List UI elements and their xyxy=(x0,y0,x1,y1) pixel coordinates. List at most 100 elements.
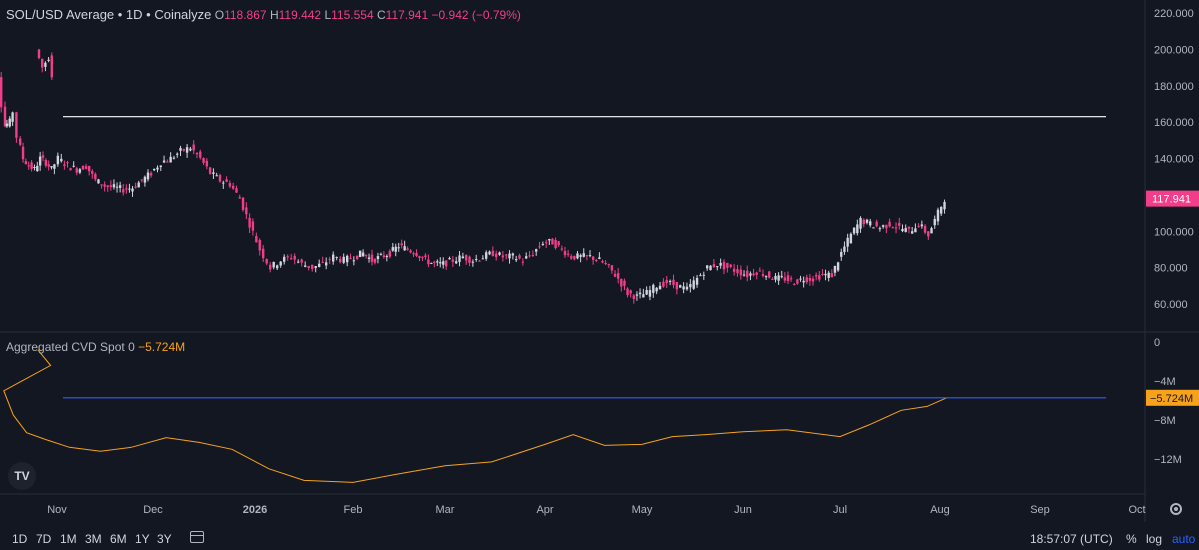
candle xyxy=(774,275,777,280)
candle xyxy=(286,256,289,258)
cvd-tick-label: −4M xyxy=(1154,376,1176,388)
candle xyxy=(789,278,793,280)
candle xyxy=(182,149,186,151)
auto-toggle[interactable]: auto xyxy=(1172,532,1196,546)
candle xyxy=(635,294,639,296)
candle xyxy=(153,168,156,171)
candle xyxy=(824,273,827,276)
candle xyxy=(185,147,189,153)
gear-icon[interactable] xyxy=(1170,503,1182,515)
low-value: 115.554 xyxy=(331,8,374,22)
candle xyxy=(601,260,604,263)
timeframe-3m[interactable]: 3M xyxy=(85,532,102,546)
candle xyxy=(518,255,521,259)
candle xyxy=(548,239,551,241)
candle xyxy=(755,272,758,275)
log-toggle[interactable]: log xyxy=(1146,532,1163,546)
candle xyxy=(836,262,840,271)
candle xyxy=(212,172,215,174)
candle xyxy=(623,280,626,286)
candle xyxy=(488,251,491,255)
candle xyxy=(56,155,60,165)
candle xyxy=(84,166,88,169)
price-tick-label: 60.000 xyxy=(1154,299,1188,311)
time-axis[interactable]: Nov Dec 2026 Feb Mar Apr May Jun Jul Aug Sep Oct xyxy=(47,504,1145,516)
candle xyxy=(137,182,140,188)
candle xyxy=(430,262,433,264)
time-tick-label: Nov xyxy=(47,504,67,516)
price-pane[interactable] xyxy=(0,48,1106,304)
candle xyxy=(591,256,595,260)
candle xyxy=(228,183,232,187)
candle xyxy=(370,254,374,262)
candle xyxy=(739,269,743,276)
candle xyxy=(566,253,570,255)
candle xyxy=(112,184,116,188)
candle xyxy=(545,242,548,244)
candle xyxy=(695,277,699,285)
candle xyxy=(943,201,946,210)
candle xyxy=(50,166,53,168)
candle xyxy=(811,278,815,282)
candle xyxy=(746,270,749,278)
candle xyxy=(481,258,485,260)
chart-canvas[interactable]: 220.000200.000180.000160.000140.000120.0… xyxy=(0,0,1199,522)
candle xyxy=(238,197,241,199)
candle xyxy=(255,235,258,243)
timeframe-1d[interactable]: 1D xyxy=(12,532,28,546)
timeframe-7d[interactable]: 7D xyxy=(36,532,52,546)
candle xyxy=(397,247,400,249)
timeframe-3y[interactable]: 3Y xyxy=(157,532,172,546)
calendar-icon[interactable] xyxy=(190,531,204,543)
candle xyxy=(719,262,722,266)
candle xyxy=(613,273,617,277)
candle xyxy=(231,185,235,189)
candle xyxy=(300,259,303,263)
cvd-pane[interactable] xyxy=(3,349,1106,483)
candle xyxy=(332,254,335,262)
tradingview-logo-icon[interactable]: TV xyxy=(8,462,36,490)
cvd-axis[interactable]: 0 −4M −8M −12M −5.724M xyxy=(1146,337,1199,466)
time-tick-label: Oct xyxy=(1128,504,1145,516)
candle xyxy=(81,166,85,170)
candle xyxy=(115,186,119,188)
candle xyxy=(833,265,837,273)
candle xyxy=(44,62,47,67)
utc-clock[interactable]: 18:57:07 (UTC) xyxy=(1030,532,1113,546)
candle xyxy=(726,262,729,268)
candle xyxy=(672,279,675,286)
candle xyxy=(0,77,3,108)
candle xyxy=(894,227,898,229)
candle xyxy=(215,175,218,177)
candle xyxy=(433,261,436,263)
price-axis[interactable]: 220.000200.000180.000160.000140.000120.0… xyxy=(1146,8,1199,311)
candle xyxy=(41,155,45,158)
candle xyxy=(30,162,33,169)
timeframe-6m[interactable]: 6M xyxy=(110,532,127,546)
candle xyxy=(478,260,481,262)
timeframe-1y[interactable]: 1Y xyxy=(135,532,150,546)
candle xyxy=(917,225,920,227)
candle xyxy=(436,261,439,263)
candle xyxy=(491,250,495,257)
candle xyxy=(923,225,927,233)
candle xyxy=(777,275,780,281)
candle xyxy=(702,274,705,276)
candle xyxy=(805,277,808,283)
candle xyxy=(8,118,11,127)
candle xyxy=(843,246,846,252)
candle xyxy=(689,284,692,288)
candle xyxy=(461,256,465,259)
candle xyxy=(576,253,579,259)
candle xyxy=(15,112,18,138)
candle xyxy=(557,241,560,246)
candle xyxy=(199,151,202,158)
chart-background xyxy=(0,0,1199,522)
candle xyxy=(439,262,442,264)
timeframe-1m[interactable]: 1M xyxy=(60,532,77,546)
candle xyxy=(149,173,153,176)
candle xyxy=(169,156,172,163)
candle xyxy=(856,224,859,234)
percent-toggle[interactable]: % xyxy=(1126,532,1137,546)
cvd-value: −5.724M xyxy=(138,340,186,354)
